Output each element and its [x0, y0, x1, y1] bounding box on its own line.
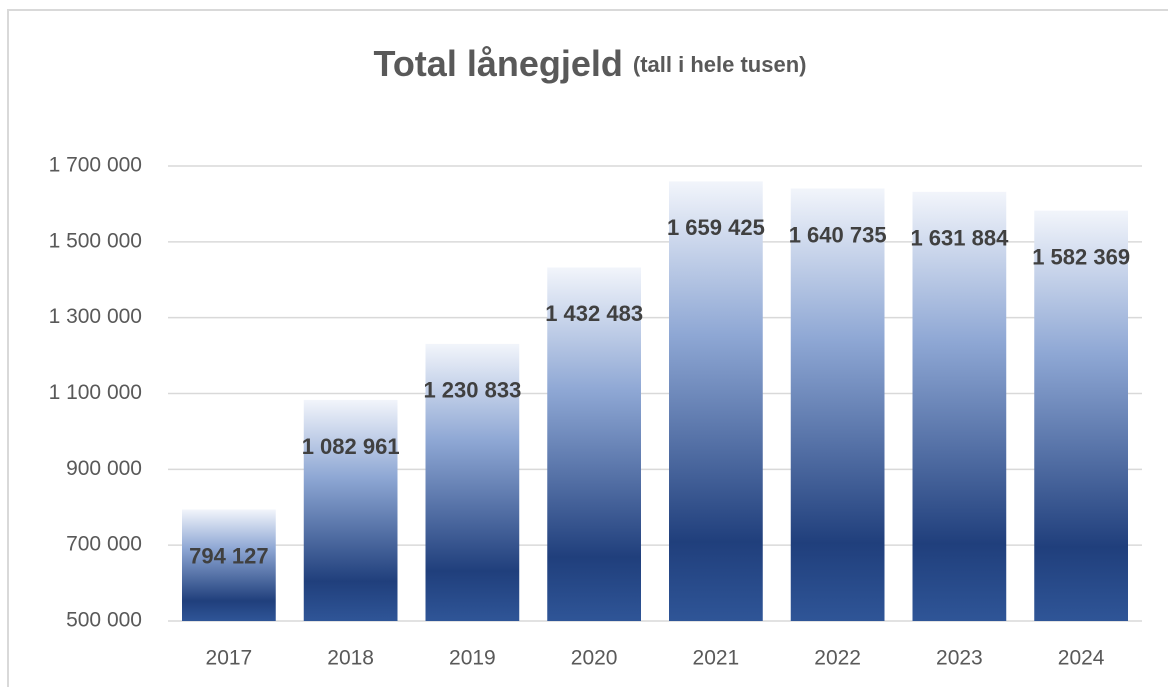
data-label: 1 230 833 — [423, 378, 521, 403]
y-tick-label: 900 000 — [66, 457, 142, 480]
x-tick-label: 2020 — [571, 647, 618, 670]
data-label: 1 432 483 — [545, 301, 643, 326]
bar — [182, 509, 276, 621]
chart-title: Total lånegjeld (tall i hele tusen) — [374, 43, 807, 84]
data-label: 1 659 425 — [667, 215, 765, 240]
x-tick-label: 2017 — [206, 647, 253, 670]
bar — [425, 343, 520, 621]
subtitle: (tall i hele tusen) — [633, 52, 807, 77]
y-tick-label: 500 000 — [66, 609, 142, 632]
y-tick-label: 1 700 000 — [49, 154, 142, 177]
bar — [912, 191, 1007, 621]
chart-border — [7, 9, 1168, 687]
data-label: 1 082 961 — [302, 434, 400, 459]
y-tick-label: 700 000 — [66, 533, 142, 556]
data-label: 1 582 369 — [1032, 244, 1130, 269]
y-tick-label: 1 100 000 — [49, 381, 142, 404]
bar — [669, 181, 763, 621]
bar — [547, 267, 641, 621]
data-label: 1 640 735 — [789, 222, 887, 247]
x-tick-label: 2024 — [1058, 647, 1105, 670]
x-tick-label: 2021 — [693, 647, 740, 670]
x-tick-label: 2019 — [449, 647, 496, 670]
x-tick-label: 2023 — [936, 647, 983, 670]
y-tick-label: 1 500 000 — [49, 229, 142, 252]
bar — [790, 188, 885, 621]
data-label: 1 631 884 — [910, 226, 1009, 251]
data-label: 794 127 — [189, 543, 269, 568]
x-tick-label: 2022 — [814, 647, 861, 670]
title: Total lånegjeld — [374, 43, 623, 84]
bar — [1034, 210, 1128, 622]
y-tick-label: 1 300 000 — [49, 305, 142, 328]
bar — [303, 399, 398, 621]
x-tick-label: 2018 — [327, 647, 374, 670]
